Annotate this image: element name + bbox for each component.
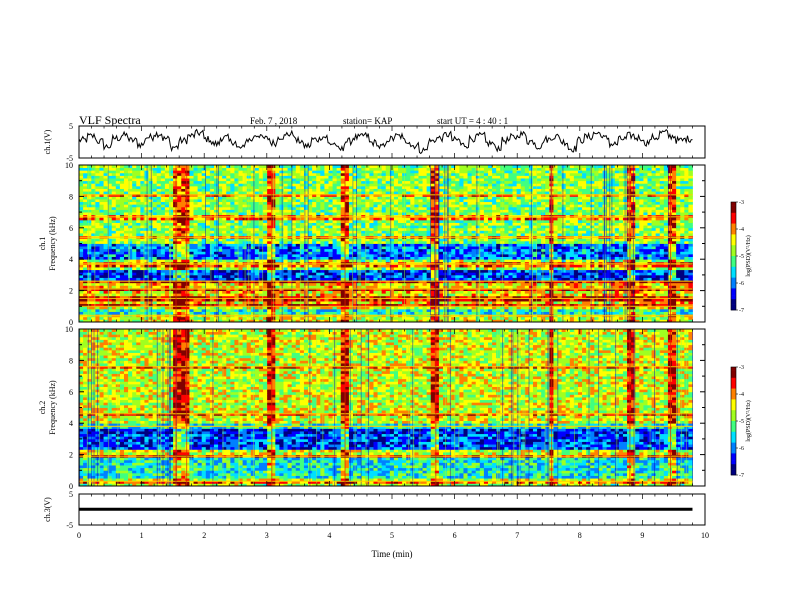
ch2-spectrogram-colorbar-tick-label: -4 (739, 392, 744, 398)
time-tick-label: 0 (77, 531, 81, 540)
time-tick-label: 7 (515, 531, 519, 540)
ch1-spectrogram-ylabel-frequency: Frequency (kHz) (48, 216, 57, 271)
ch2-spectrogram-colorbar-tick-label: -7 (739, 473, 744, 479)
time-tick-label: 3 (265, 531, 269, 540)
ch2-spectrogram-colorbar-tick-label: -5 (739, 419, 744, 425)
ch1-ytick-5: 5 (69, 122, 73, 131)
start-time-label: start UT = 4 : 40 : 1 (437, 116, 509, 126)
ch3-ytick-neg5: -5 (66, 521, 73, 530)
ch3-waveform-ylabel: ch.3(V) (43, 497, 52, 522)
time-tick-label: 4 (327, 531, 331, 540)
ch1-spectrogram-colorbar-tick-label: -4 (739, 227, 744, 233)
ch2-spectrogram-ytick-label: 4 (69, 419, 73, 428)
ch1-spectrogram-ytick-label: 8 (69, 192, 73, 201)
time-tick-label: 10 (701, 531, 709, 540)
ch1-spectrogram-colorbar-label: log(PSD)(V²/Hz) (745, 235, 752, 276)
time-tick-label: 8 (578, 531, 582, 540)
ch2-spectrogram-colorbar (731, 367, 736, 476)
time-tick-label: 1 (140, 531, 144, 540)
ch2-spectrogram-colorbar-label: log(PSD)(V²/Hz) (745, 400, 752, 441)
station-label: station= KAP (343, 116, 393, 126)
ch2-spectrogram-ytick-label: 0 (69, 482, 73, 491)
time-axis-label: Time (min) (372, 549, 413, 559)
ch1-spectrogram-colorbar-tick-label: -5 (739, 254, 744, 260)
ch2-spectrogram-ytick-label: 10 (65, 325, 73, 334)
time-tick-label: 6 (453, 531, 457, 540)
ch1-spectrogram-colorbar (731, 202, 736, 311)
time-tick-label: 9 (640, 531, 644, 540)
ch1-spectrogram-colorbar-tick-label: -3 (739, 200, 744, 206)
ch2-spectrogram-ytick-label: 6 (69, 388, 73, 397)
ch1-waveform-ylabel: ch.1(V) (43, 129, 52, 154)
ch1-spectrogram-ylabel-channel: ch.1 (38, 237, 47, 251)
ch2-spectrogram-colorbar-tick-label: -3 (739, 365, 744, 371)
ch1-spectrogram-ytick-label: 2 (69, 287, 73, 296)
ch1-spectrogram-ytick-label: 4 (69, 255, 73, 264)
ch2-spectrogram-ytick-label: 8 (69, 356, 73, 365)
ch2-spectrogram-ylabel-frequency: Frequency (kHz) (48, 380, 57, 435)
ch1-spectrogram-ytick-label: 10 (65, 161, 73, 170)
ch2-spectrogram-colorbar-tick-label: -6 (739, 446, 744, 452)
ch1-spectrogram-ytick-label: 6 (69, 224, 73, 233)
figure-title: VLF Spectra (79, 113, 141, 127)
ch2-spectrogram-ylabel-channel: ch.2 (38, 401, 47, 415)
ch1-waveform-trace (78, 128, 693, 155)
time-tick-label: 2 (202, 531, 206, 540)
ch2-spectrogram-ytick-label: 2 (69, 451, 73, 460)
ch3-ytick-5: 5 (69, 490, 73, 499)
time-tick-label: 5 (390, 531, 394, 540)
ch1-waveform-frame (78, 125, 706, 159)
date-label: Feb. 7 , 2018 (250, 116, 298, 126)
ch1-spectrogram-colorbar-tick-label: -6 (739, 281, 744, 287)
ch1-spectrogram-colorbar-tick-label: -7 (739, 308, 744, 314)
ch1-spectrogram-ytick-label: 0 (69, 318, 73, 327)
ch1-ytick-neg5: -5 (66, 154, 73, 163)
ch2-spectrogram-cells (79, 329, 693, 487)
